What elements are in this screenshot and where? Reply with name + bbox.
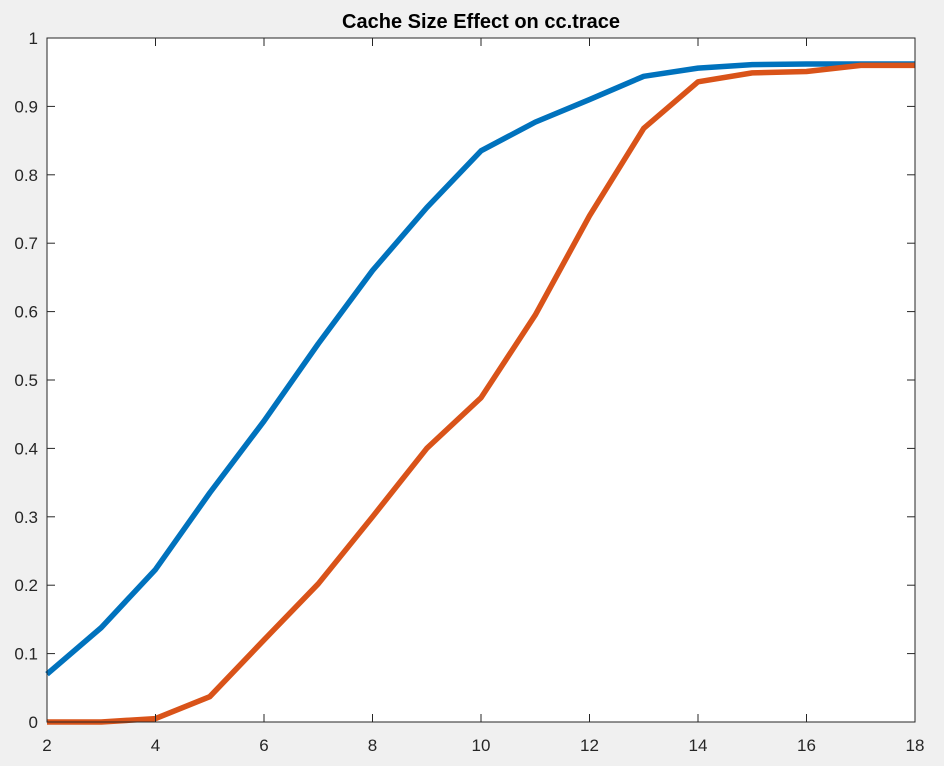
axes-layer: 2 4 6 8 10 12 14 16 18 0 0.1 0.2 0.3 0.4 0.5 0.6 0.7 0.8 0…: [14, 29, 924, 755]
x-tick-label: 12: [580, 736, 599, 755]
y-tick-label: 1: [29, 29, 38, 48]
y-tick-label: 0.3: [14, 508, 38, 527]
series-line-1: [45, 61, 915, 677]
y-tick-label: 0.4: [14, 439, 38, 458]
x-tick-label: 14: [689, 736, 708, 755]
y-tick-label: 0.6: [14, 303, 38, 322]
chart-title: Cache Size Effect on cc.trace: [342, 11, 620, 33]
series-line-2: [47, 62, 915, 725]
x-tick-label: 10: [472, 736, 491, 755]
x-tick-label: 8: [368, 736, 377, 755]
x-tick-label: 4: [151, 736, 160, 755]
x-tick-label: 6: [259, 736, 268, 755]
y-tick-label: 0.2: [14, 576, 38, 595]
series-layer: [45, 61, 915, 725]
y-tick-label: 0.9: [14, 97, 38, 116]
plot-area: [47, 38, 915, 722]
y-tick-label: 0: [29, 713, 38, 732]
y-tick-label: 0.5: [14, 371, 38, 390]
y-tick-label: 0.7: [14, 234, 38, 253]
x-tick-label: 16: [797, 736, 816, 755]
x-tick-label: 18: [906, 736, 925, 755]
y-tick-label: 0.1: [14, 645, 38, 664]
x-tick-label: 2: [42, 736, 51, 755]
y-tick-label: 0.8: [14, 166, 38, 185]
